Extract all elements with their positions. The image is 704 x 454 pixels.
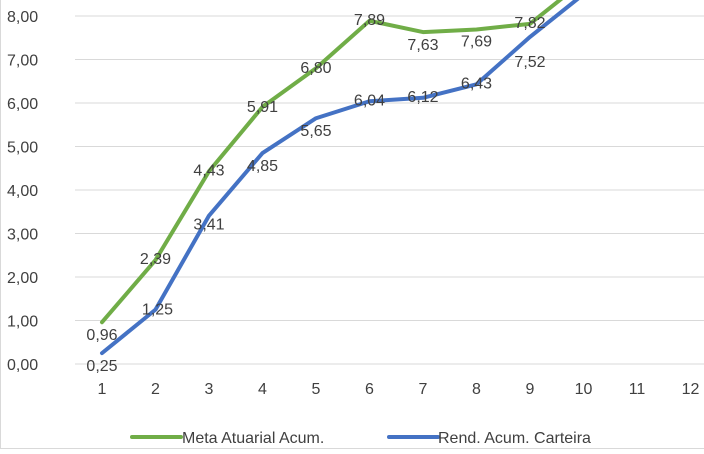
data-label: 7,69 — [461, 33, 492, 50]
y-axis-ticks: 0,00 1,00 2,00 3,00 4,00 5,00 6,00 7,00 8,00 — [7, 9, 38, 374]
y-tick-label: 8,00 — [7, 9, 38, 26]
x-tick-label: 2 — [151, 381, 160, 398]
data-label: 7,82 — [514, 15, 545, 32]
x-tick-label: 5 — [312, 381, 321, 398]
legend-label: Rend. Acum. Carteira — [438, 430, 591, 447]
x-tick-label: 6 — [365, 381, 374, 398]
y-tick-label: 7,00 — [7, 53, 38, 70]
y-tick-label: 0,00 — [7, 357, 38, 374]
y-tick-label: 2,00 — [7, 270, 38, 287]
x-tick-label: 7 — [419, 381, 428, 398]
data-label: 6,04 — [354, 92, 385, 109]
y-tick-label: 1,00 — [7, 314, 38, 331]
data-labels: 0,96 2,39 4,43 5,91 6,80 7,89 7,63 7,69 7,82 0,25… — [86, 12, 545, 375]
x-axis-ticks: 1 2 3 4 5 6 7 8 9 10 11 12 — [98, 381, 700, 398]
data-label: 1,25 — [142, 302, 173, 319]
x-tick-label: 11 — [629, 381, 646, 398]
x-tick-label: 10 — [575, 381, 593, 398]
y-tick-label: 4,00 — [7, 183, 38, 200]
series-line-meta-atuarial — [100, 0, 564, 325]
data-label: 5,65 — [300, 123, 331, 140]
series-lines — [100, 0, 580, 356]
data-label: 6,43 — [461, 75, 492, 92]
legend-label: Meta Atuarial Acum. — [182, 430, 324, 447]
gridlines — [75, 15, 704, 365]
data-label: 4,85 — [247, 158, 278, 175]
data-label: 4,43 — [193, 162, 224, 179]
x-tick-label: 3 — [205, 381, 214, 398]
data-label: 6,12 — [407, 89, 438, 106]
series-line-rend-carteira — [100, 0, 580, 356]
x-tick-label: 1 — [98, 381, 107, 398]
data-label: 5,91 — [247, 99, 278, 116]
y-tick-label: 5,00 — [7, 140, 38, 157]
data-label: 7,52 — [514, 54, 545, 71]
x-tick-label: 12 — [682, 381, 700, 398]
x-tick-label: 9 — [526, 381, 535, 398]
x-tick-label: 4 — [258, 381, 267, 398]
data-label: 6,80 — [300, 60, 331, 77]
data-label: 0,25 — [86, 358, 117, 375]
data-label: 3,41 — [193, 217, 224, 234]
y-tick-label: 3,00 — [7, 227, 38, 244]
data-label: 2,39 — [140, 251, 171, 268]
legend: Meta Atuarial Acum. Rend. Acum. Carteira — [130, 430, 591, 447]
data-label: 0,96 — [86, 327, 117, 344]
x-tick-label: 8 — [472, 381, 481, 398]
data-label: 7,63 — [407, 37, 438, 54]
data-label: 7,89 — [354, 12, 385, 29]
y-tick-label: 6,00 — [7, 96, 38, 113]
